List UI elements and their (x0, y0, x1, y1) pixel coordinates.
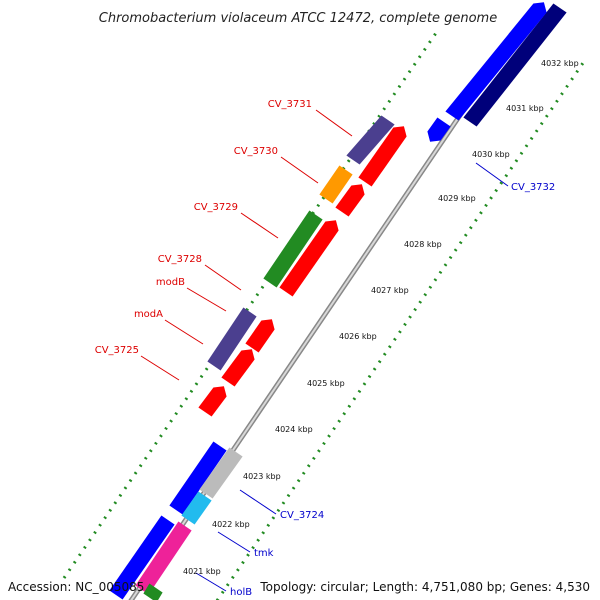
map-title: Chromobacterium violaceum ATCC 12472, co… (99, 11, 497, 26)
outer-dotted-ring (62, 32, 438, 579)
label-leader-line (195, 572, 227, 592)
gene-label: holB (230, 587, 252, 598)
gene-blue-b-bar (445, 2, 547, 121)
gene-cyan-bar (181, 491, 212, 525)
gene-label: CV_3728 (158, 254, 202, 265)
gene-label: CV_3731 (268, 99, 312, 110)
kbp-tick-label: 4024 kbp (275, 425, 313, 434)
gene-label: CV_3725 (95, 345, 139, 356)
accession-text: Accession: NC_005085 (8, 580, 145, 594)
kbp-tick-label: 4025 kbp (307, 379, 345, 388)
kbp-tick-label: 4026 kbp (339, 332, 377, 341)
kbp-tick-label: 4021 kbp (183, 567, 221, 576)
label-leader-line (475, 162, 509, 187)
kbp-tick-label: 4032 kbp (541, 59, 579, 68)
gene-red-2-bar (221, 349, 255, 387)
label-leader-line (315, 109, 353, 137)
gene-gray-bar (199, 447, 243, 499)
gene-labels: CV_3731 CV_3730 CV_3729 CV_3728 modB modA CV_3… (95, 99, 556, 598)
label-leaders (140, 109, 509, 592)
gene-label: modA (134, 309, 163, 320)
label-leader-line (204, 264, 242, 291)
label-leader-line (280, 156, 319, 184)
gene-cv3732-navy-bar (463, 3, 567, 127)
label-leader-line (239, 489, 277, 515)
gene-holb-bar (109, 515, 175, 600)
gene-red-1-bar (198, 386, 227, 417)
label-leader-line (140, 355, 180, 381)
gene-track (109, 2, 567, 600)
label-leader-line (217, 531, 251, 553)
gene-blue-a-bar (427, 117, 451, 142)
gene-small-green-bar (143, 583, 163, 600)
kbp-ticks: 4021 kbp 4022 kbp 4023 kbp 4024 kbp 4025 kbp… (183, 59, 579, 576)
gene-red-4-bar (279, 220, 339, 297)
gene-red-6-bar (358, 126, 407, 187)
label-leader-line (240, 212, 279, 239)
kbp-tick-label: 4023 kbp (243, 472, 281, 481)
gene-label: CV_3724 (280, 510, 324, 521)
gene-cv3730-bar (346, 115, 395, 165)
gene-cv3729-bar (319, 165, 353, 204)
kbp-tick-label: 4022 kbp (212, 520, 250, 529)
gene-red-5-bar (335, 184, 365, 217)
gene-label: CV_3730 (234, 146, 278, 157)
gene-label: modB (156, 277, 185, 288)
gene-label: CV_3729 (194, 202, 238, 213)
gene-red-3-bar (245, 319, 275, 353)
gene-cv3725-bar (207, 307, 257, 371)
label-leader-line (186, 287, 227, 312)
gene-label: tmk (254, 548, 274, 559)
kbp-tick-label: 4030 kbp (472, 150, 510, 159)
kbp-tick-label: 4031 kbp (506, 104, 544, 113)
label-leader-line (164, 319, 204, 345)
gene-tmk-bar (169, 441, 227, 515)
kbp-tick-label: 4029 kbp (438, 194, 476, 203)
topology-text: Topology: circular; Length: 4,751,080 bp… (260, 580, 590, 594)
kbp-tick-label: 4027 kbp (371, 286, 409, 295)
gene-label: CV_3732 (511, 182, 555, 193)
gene-cv3728-bar (263, 210, 323, 288)
gene-magenta-bar (135, 521, 192, 595)
kbp-tick-label: 4028 kbp (404, 240, 442, 249)
